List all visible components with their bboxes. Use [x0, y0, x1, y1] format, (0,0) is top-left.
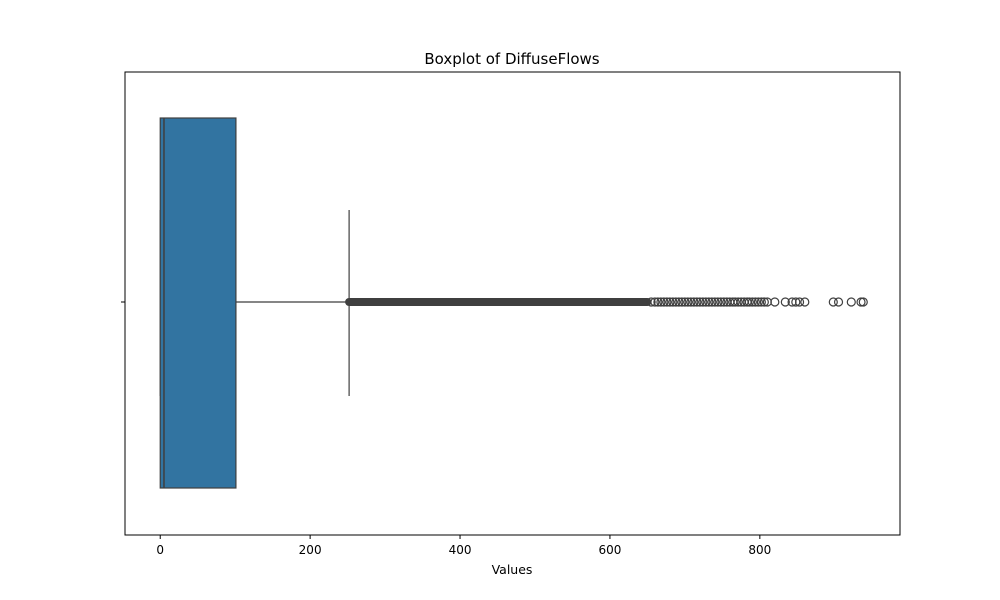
x-tick-label: 800 — [748, 543, 771, 557]
outlier-point — [770, 297, 780, 307]
outlier-point — [753, 297, 763, 307]
outlier-point — [744, 297, 754, 307]
outlier-point — [730, 297, 740, 307]
x-axis-label: Values — [492, 562, 533, 577]
outlier-point — [759, 297, 769, 307]
outlier-point — [710, 297, 720, 307]
outlier-point — [656, 297, 666, 307]
outlier-point — [846, 297, 856, 307]
outlier-point — [794, 297, 805, 307]
outlier-point — [756, 297, 766, 307]
plot-frame — [124, 71, 901, 536]
outlier-point — [665, 297, 675, 307]
outlier-point — [683, 297, 693, 307]
outlier-point — [698, 297, 708, 307]
outlier-point — [671, 297, 681, 307]
outlier-point — [833, 297, 844, 307]
outlier-point — [719, 297, 729, 307]
iqr-box — [159, 117, 237, 489]
outlier-point — [659, 297, 669, 307]
outlier-point — [701, 297, 711, 307]
outlier-point — [707, 297, 717, 307]
outlier-point — [653, 297, 663, 307]
outlier-dense-band — [345, 298, 652, 306]
chart-title: Boxplot of DiffuseFlows — [424, 50, 599, 68]
outlier-point — [747, 297, 757, 307]
outlier-point — [692, 297, 702, 307]
outlier-point — [733, 297, 743, 307]
outlier-point — [677, 297, 687, 307]
x-axis: 0 200 400 600 800 — [156, 535, 771, 557]
outlier-point — [858, 297, 868, 307]
outlier-point — [713, 297, 723, 307]
outlier-point — [646, 297, 656, 307]
x-tick-label: 200 — [299, 543, 322, 557]
outlier-point — [791, 297, 801, 307]
outlier-point — [650, 297, 660, 307]
outlier-point — [689, 297, 699, 307]
outlier-point — [716, 297, 726, 307]
outlier-point — [674, 297, 684, 307]
outlier-point — [750, 297, 760, 307]
plot-area — [159, 117, 868, 489]
outlier-point — [668, 297, 678, 307]
x-tick-label: 600 — [598, 543, 621, 557]
outlier-point — [780, 297, 790, 307]
outlier-point — [695, 297, 705, 307]
x-tick-label: 0 — [156, 543, 164, 557]
outlier-point — [686, 297, 696, 307]
outlier-point — [680, 297, 690, 307]
outlier-point — [828, 297, 838, 307]
x-tick-label: 400 — [449, 543, 472, 557]
outlier-point — [800, 297, 810, 307]
outlier-point — [704, 297, 714, 307]
outlier-point — [662, 297, 672, 307]
